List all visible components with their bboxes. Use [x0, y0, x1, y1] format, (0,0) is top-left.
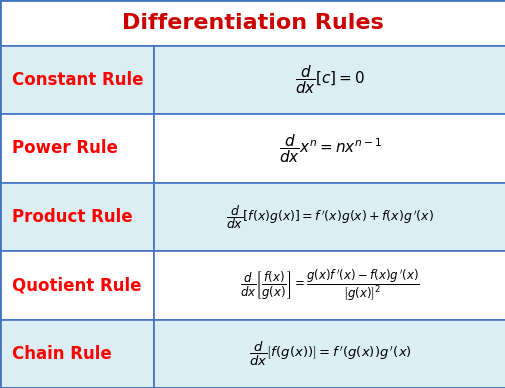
- FancyBboxPatch shape: [154, 114, 505, 183]
- Text: $\dfrac{d}{dx}[f(x)g(x)] = f\,'(x)g(x) + f(x)g\,'(x)$: $\dfrac{d}{dx}[f(x)g(x)] = f\,'(x)g(x) +…: [226, 203, 433, 231]
- Text: $\dfrac{d}{dx}\left[\dfrac{f(x)}{g(x)}\right] = \dfrac{g(x)f\,'(x) - f(x)g\,'(x): $\dfrac{d}{dx}\left[\dfrac{f(x)}{g(x)}\r…: [240, 268, 419, 303]
- FancyBboxPatch shape: [154, 251, 505, 320]
- Text: $\dfrac{d}{dx}x^n = nx^{n-1}$: $\dfrac{d}{dx}x^n = nx^{n-1}$: [278, 132, 381, 165]
- FancyBboxPatch shape: [0, 251, 154, 320]
- FancyBboxPatch shape: [0, 0, 505, 46]
- FancyBboxPatch shape: [154, 46, 505, 114]
- FancyBboxPatch shape: [154, 320, 505, 388]
- Text: Constant Rule: Constant Rule: [12, 71, 143, 89]
- FancyBboxPatch shape: [0, 183, 154, 251]
- FancyBboxPatch shape: [154, 183, 505, 251]
- FancyBboxPatch shape: [0, 46, 154, 114]
- Text: Quotient Rule: Quotient Rule: [12, 276, 141, 294]
- Text: Product Rule: Product Rule: [12, 208, 133, 226]
- Text: $\dfrac{d}{dx}\left[f(g(x))\right] = f\,'(g(x))g\,'(x)$: $\dfrac{d}{dx}\left[f(g(x))\right] = f\,…: [248, 340, 411, 368]
- Text: Chain Rule: Chain Rule: [12, 345, 112, 363]
- Text: Power Rule: Power Rule: [12, 139, 118, 158]
- Text: $\dfrac{d}{dx}[c] = 0$: $\dfrac{d}{dx}[c] = 0$: [294, 64, 365, 96]
- FancyBboxPatch shape: [0, 320, 154, 388]
- Text: Differentiation Rules: Differentiation Rules: [122, 13, 383, 33]
- FancyBboxPatch shape: [0, 114, 154, 183]
